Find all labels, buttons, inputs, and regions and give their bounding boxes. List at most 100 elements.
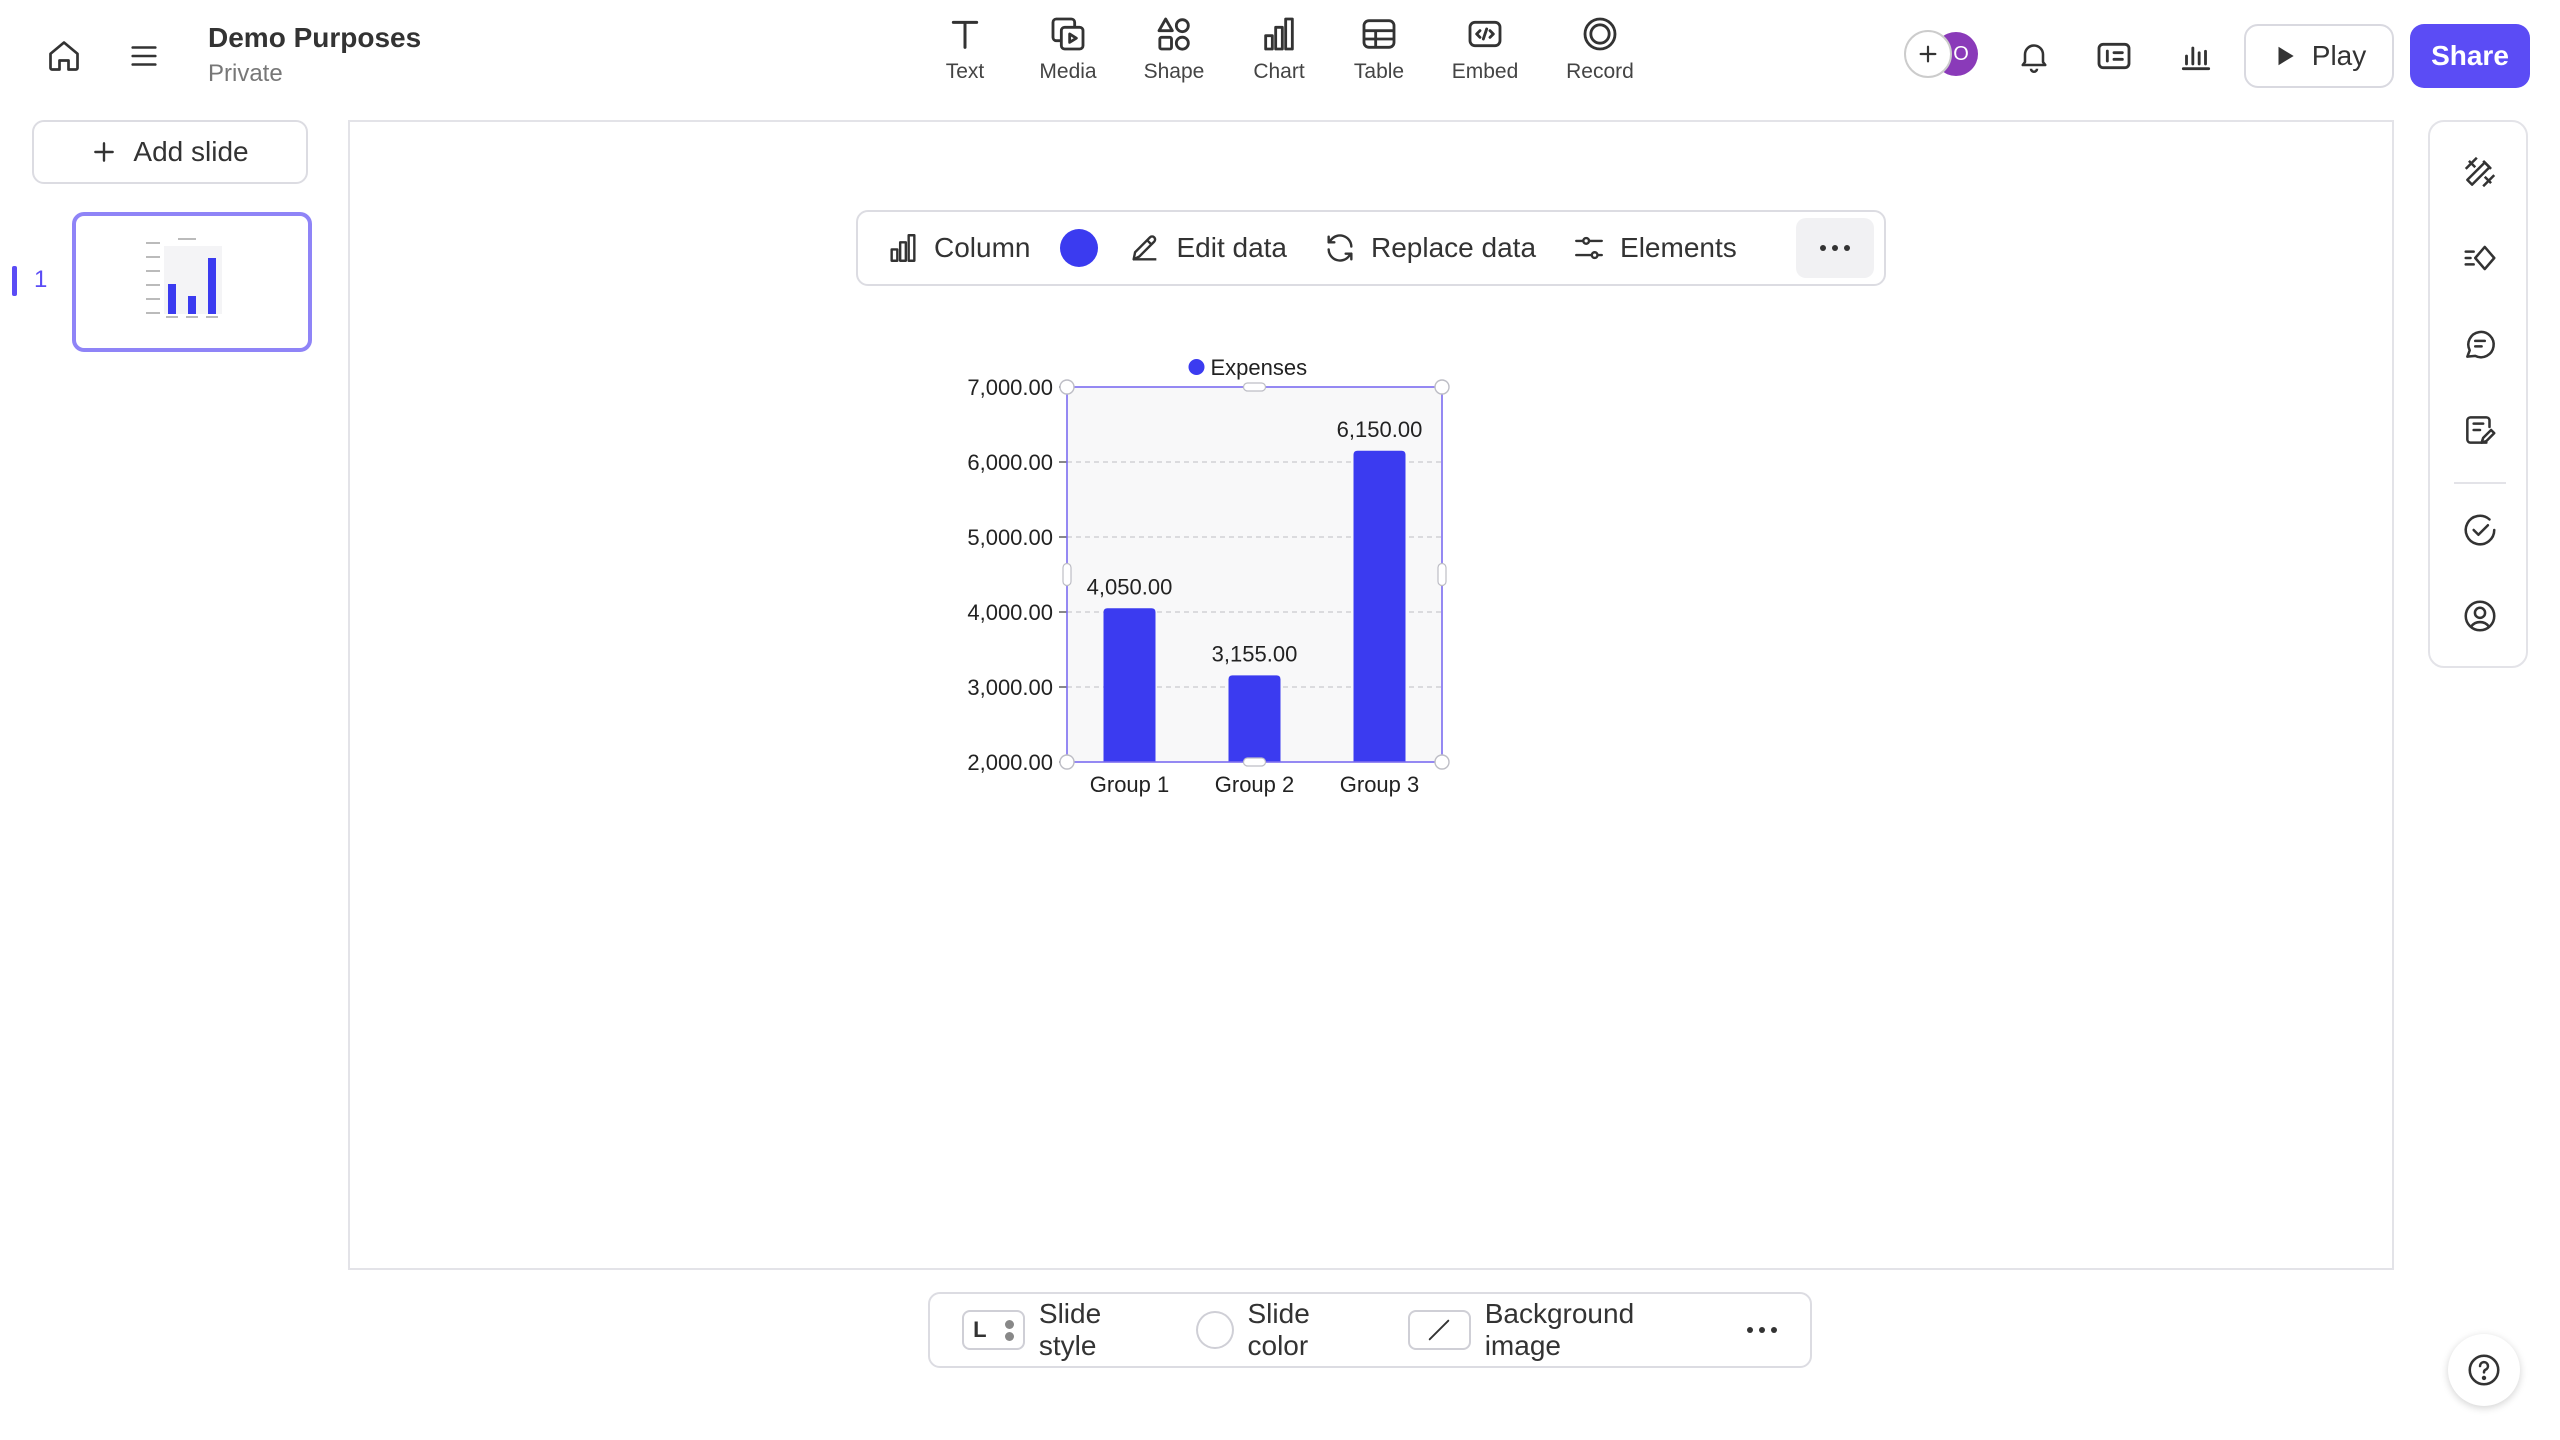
embed-icon	[1468, 20, 1502, 48]
style-dots-icon	[1004, 1319, 1014, 1341]
resize-handle	[1062, 562, 1072, 587]
top-bar: Demo Purposes Private Text Media Shape C…	[0, 0, 2560, 112]
insert-media-label: Media	[1039, 60, 1097, 83]
insert-shape-button[interactable]: Shape	[1138, 14, 1210, 98]
chart[interactable]: 2,000.00 3,000.00 4,000.00 5,000.00 6,000.00…	[880, 320, 1780, 1080]
y-tick-label: 2,000.00	[967, 750, 1053, 775]
resize-handle	[1242, 757, 1267, 767]
slide-thumbnail[interactable]	[72, 212, 312, 352]
add-slide-label: Add slide	[133, 136, 249, 167]
design-button[interactable]	[2448, 140, 2512, 204]
elements-button[interactable]: Elements	[1554, 218, 1755, 278]
slide-style-letter: L	[973, 1317, 987, 1342]
y-tick-label: 7,000.00	[967, 375, 1053, 400]
background-image-label: Background image	[1484, 1298, 1635, 1361]
slide-color-button[interactable]: Slide color	[1184, 1298, 1388, 1361]
insert-embed-button[interactable]: Embed	[1448, 14, 1522, 98]
background-image-button[interactable]: Background image	[1396, 1298, 1726, 1361]
interactivity-icon	[2464, 245, 2496, 271]
id-card-icon	[2097, 42, 2131, 70]
play-icon	[2278, 46, 2294, 66]
user-circle-icon	[2464, 600, 2496, 632]
insert-table-button[interactable]: Table	[1346, 14, 1412, 98]
x-tick-label: Group 2	[1215, 772, 1295, 797]
insert-embed-label: Embed	[1451, 60, 1519, 83]
results-button[interactable]	[2164, 24, 2228, 88]
play-button[interactable]: Play	[2244, 24, 2394, 88]
insert-chart-button[interactable]: Chart	[1246, 14, 1312, 98]
presenter-view-button[interactable]	[2082, 24, 2146, 88]
slide-more-button[interactable]	[1734, 1300, 1790, 1360]
chart-toolbar: Column Edit data Replace data Elements	[856, 210, 1886, 286]
collaborators[interactable]: O	[1904, 30, 1984, 82]
help-button[interactable]	[2448, 1334, 2520, 1406]
slide-style-chip: L	[962, 1310, 1025, 1350]
resize-handle	[1059, 754, 1075, 770]
sliders-icon	[1575, 236, 1603, 260]
slide-color-swatch	[1196, 1311, 1234, 1349]
visibility-label: Private	[208, 60, 283, 87]
home-button[interactable]	[32, 24, 96, 88]
invite-button[interactable]	[1904, 30, 1952, 78]
help-icon	[2468, 1354, 2500, 1386]
chart-more-button[interactable]	[1796, 218, 1874, 278]
slide-color-label: Slide color	[1247, 1298, 1310, 1361]
table-icon	[1362, 19, 1396, 49]
insert-record-label: Record	[1566, 60, 1634, 83]
chart-icon	[1264, 17, 1294, 51]
y-tick-label: 4,000.00	[967, 600, 1053, 625]
notes-button[interactable]	[2448, 398, 2512, 462]
chart-svg: 2,000.00 3,000.00 4,000.00 5,000.00 6,000.00…	[967, 355, 1450, 797]
x-tick-label: Group 3	[1340, 772, 1420, 797]
comments-button[interactable]	[2448, 312, 2512, 376]
play-label: Play	[2311, 40, 2367, 71]
pencil-icon	[1132, 235, 1157, 261]
shape-icon	[1157, 17, 1190, 51]
more-horizontal-icon	[1747, 1327, 1777, 1333]
resize-handle	[1059, 379, 1075, 395]
insert-chart-label: Chart	[1253, 60, 1305, 83]
presentation-title[interactable]: Demo Purposes	[208, 22, 422, 53]
audience-button[interactable]	[2448, 584, 2512, 648]
share-button[interactable]: Share	[2410, 24, 2530, 88]
text-icon	[951, 20, 979, 49]
resize-handle	[1434, 754, 1450, 770]
slide-style-button[interactable]: L Slide style	[950, 1298, 1176, 1361]
legend-swatch	[1188, 359, 1205, 375]
accessibility-check-button[interactable]	[2448, 498, 2512, 562]
slide-style-label: Slide style	[1038, 1298, 1102, 1361]
replace-data-button[interactable]: Replace data	[1305, 218, 1554, 278]
notifications-button[interactable]	[2002, 24, 2066, 88]
insert-text-button[interactable]: Text	[930, 14, 1000, 98]
menu-button[interactable]	[112, 24, 176, 88]
interactivity-button[interactable]	[2448, 226, 2512, 290]
slide-toolbar: L Slide style Slide color Background ima…	[928, 1292, 1812, 1368]
plus-icon	[1919, 45, 1937, 63]
home-icon	[49, 41, 79, 71]
plus-icon	[94, 142, 115, 162]
x-tick-label: Group 1	[1090, 772, 1170, 797]
active-slide-marker	[12, 266, 17, 296]
hamburger-icon	[131, 46, 157, 66]
series-color-picker[interactable]	[1060, 229, 1099, 267]
no-image-icon	[1407, 1310, 1471, 1350]
check-circle-icon	[2464, 514, 2496, 546]
edit-data-button[interactable]: Edit data	[1110, 218, 1305, 278]
chart-type-label: Column	[934, 232, 1031, 263]
data-label: 3,155.00	[1212, 641, 1298, 666]
insert-media-button[interactable]: Media	[1030, 14, 1106, 98]
chart-type-button[interactable]: Column	[868, 218, 1048, 278]
more-horizontal-icon	[1820, 245, 1850, 251]
column-chart-icon	[890, 234, 916, 262]
resize-handle	[1434, 379, 1450, 395]
resize-handle	[1242, 382, 1267, 392]
elements-label: Elements	[1620, 232, 1737, 263]
replace-data-label: Replace data	[1371, 232, 1537, 263]
add-slide-button[interactable]: Add slide	[32, 120, 308, 184]
y-tick-label: 3,000.00	[967, 675, 1053, 700]
bell-icon	[2021, 44, 2047, 73]
insert-record-button[interactable]: Record	[1562, 14, 1638, 98]
rail-divider	[2454, 482, 2506, 484]
data-label: 4,050.00	[1087, 574, 1173, 599]
notes-icon	[2466, 416, 2496, 444]
